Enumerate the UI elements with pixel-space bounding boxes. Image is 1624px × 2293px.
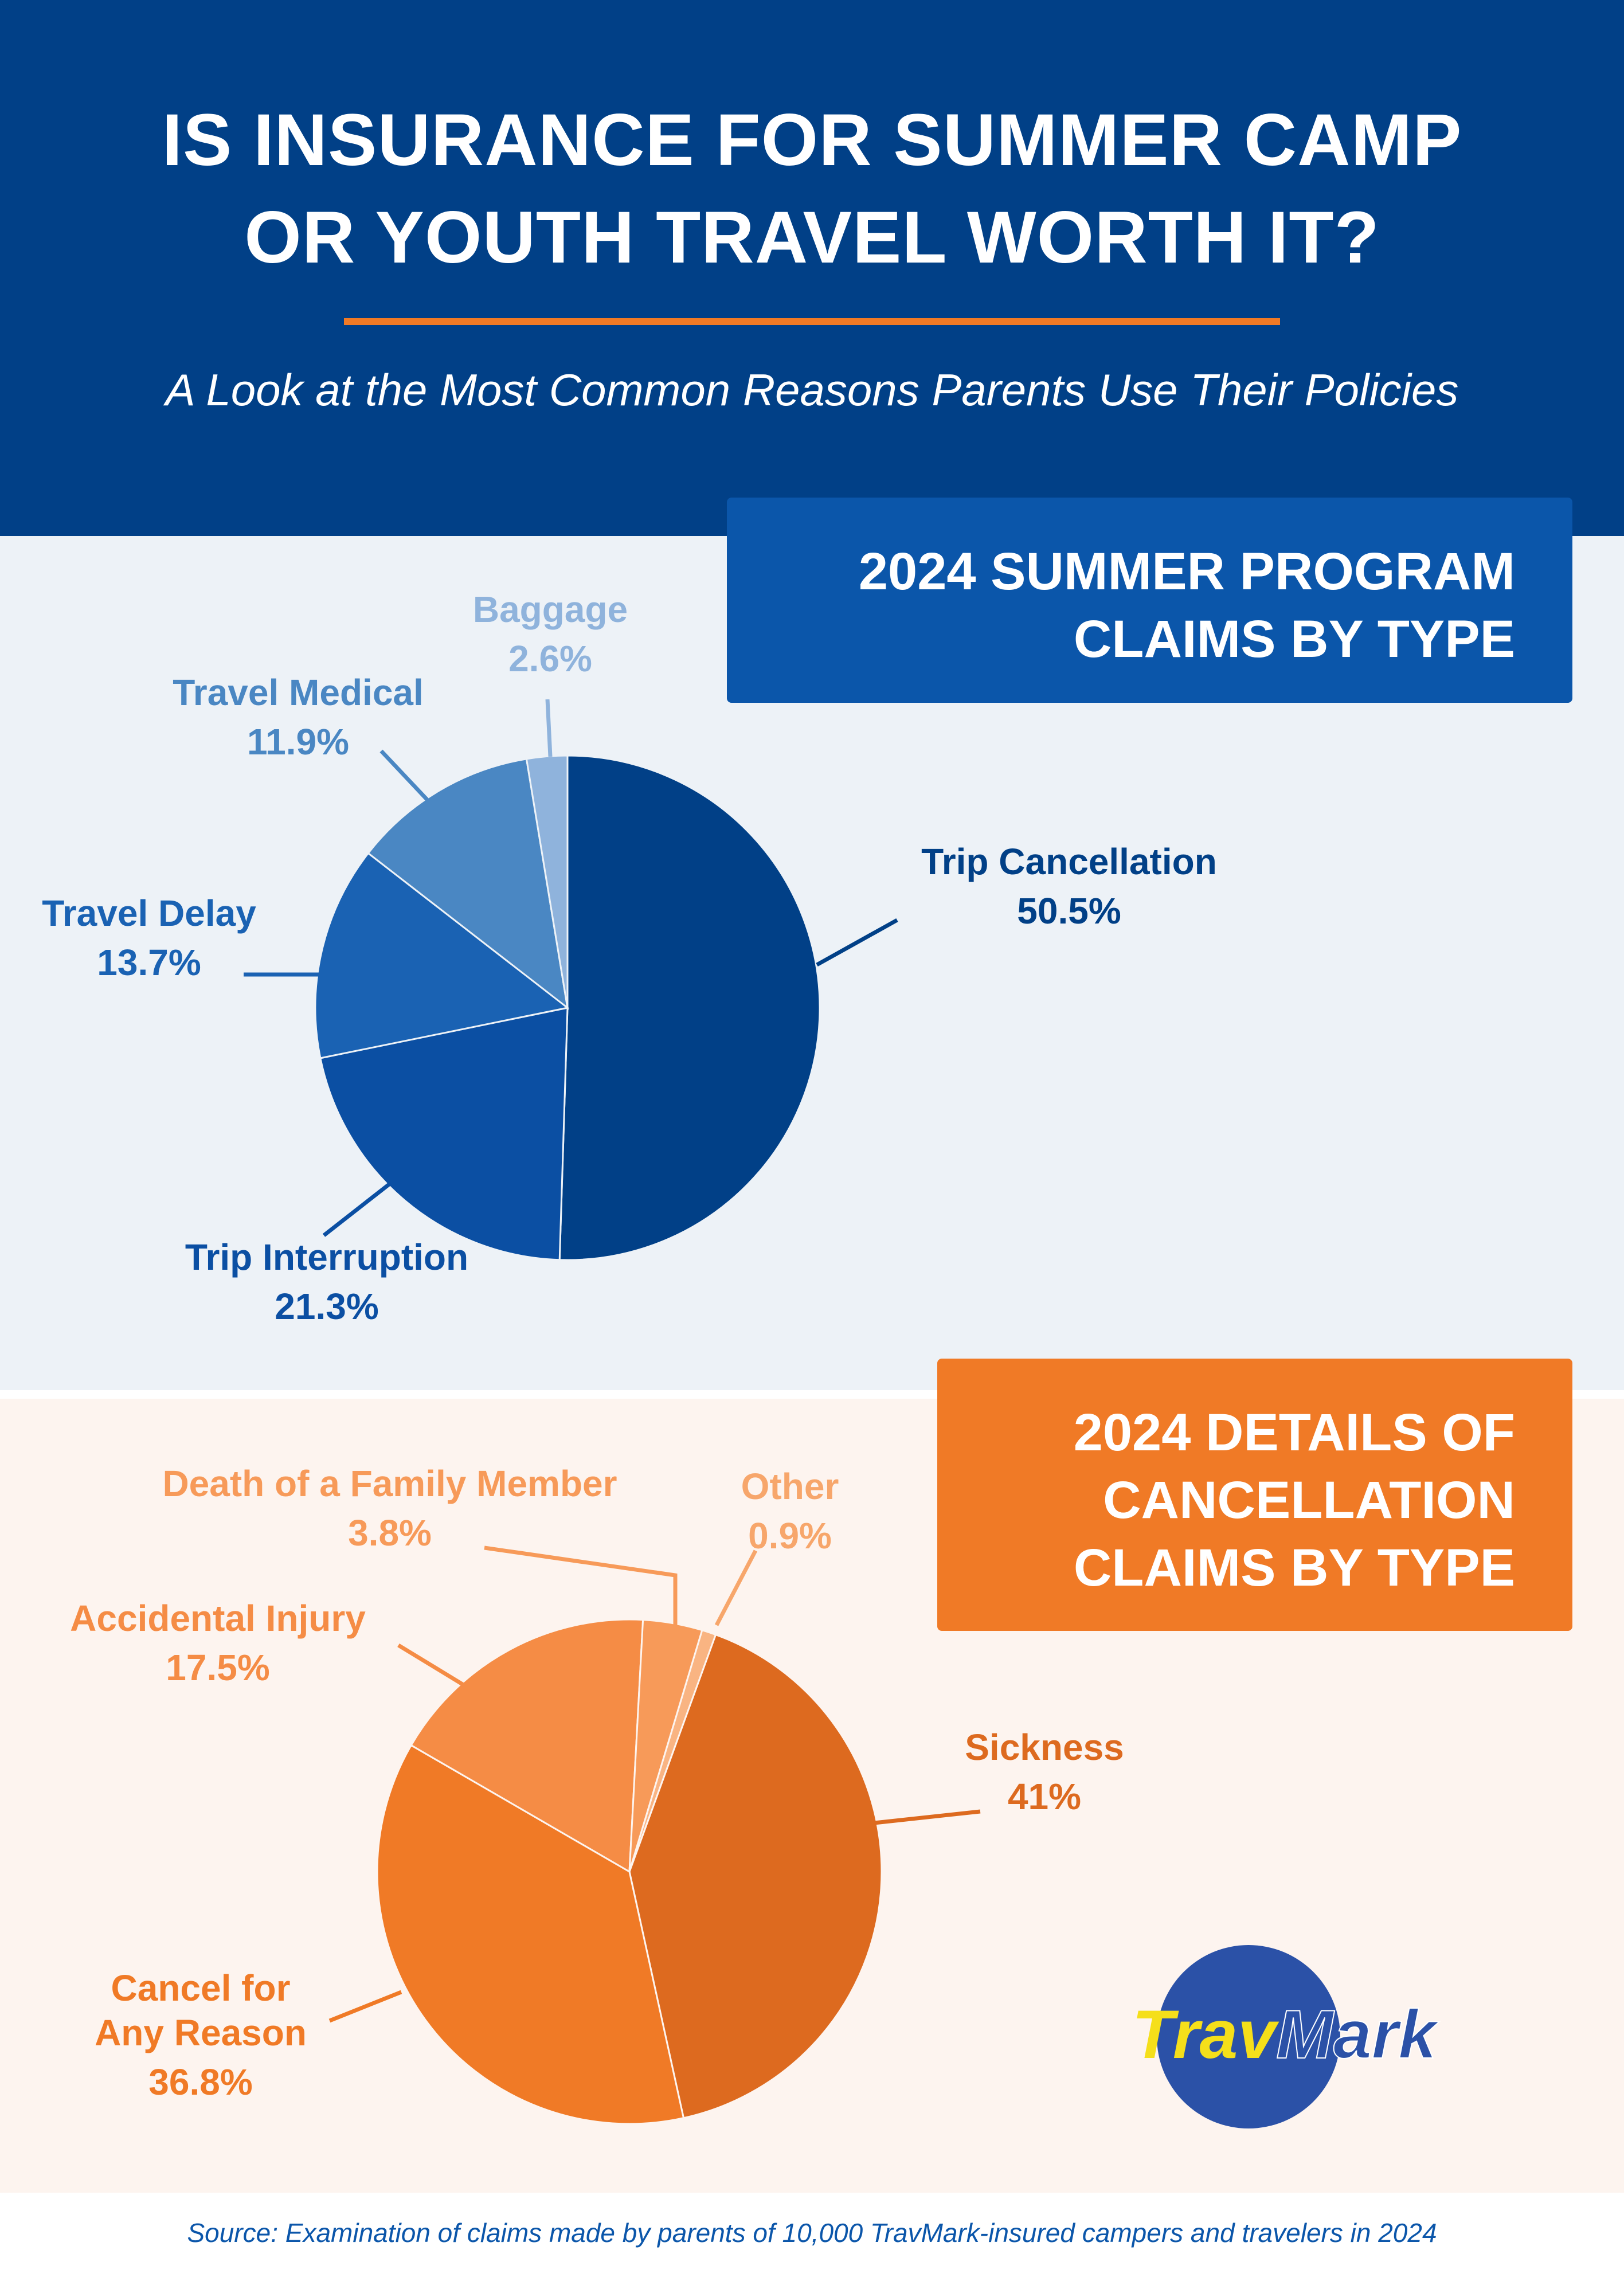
slice-value-baggage: 2.6% — [508, 638, 592, 679]
pie-slice-sickness — [628, 1633, 883, 2119]
slice-label-trip-cancellation: Trip Cancellation 50.5% — [921, 841, 1217, 932]
logo-circle — [1157, 1945, 1340, 2128]
slice-label-baggage: Baggage 2.6% — [473, 589, 628, 679]
slice-label-travel-medical: Travel Medical 11.9% — [173, 672, 424, 762]
claims-chart-title-panel: 2024 SUMMER PROGRAM CLAIMS BY TYPE — [727, 498, 1572, 703]
leader-line-other — [714, 1549, 758, 1626]
subtitle: A Look at the Most Common Reasons Parent… — [165, 365, 1459, 415]
slice-value-travel-delay: 13.7% — [97, 942, 201, 983]
slice-value-other: 0.9% — [748, 1515, 832, 1556]
cancel-title-line-3: CLAIMS BY TYPE — [1073, 1539, 1515, 1597]
pie-slice-accidental-injury — [410, 1618, 644, 1873]
claims-title-line-1: 2024 SUMMER PROGRAM — [858, 542, 1515, 601]
header-banner — [0, 0, 1624, 536]
pie-slice-baggage — [525, 754, 569, 1008]
leader-line-death-of-a-family-member — [484, 1545, 678, 1625]
pie-slice-travel-medical — [367, 758, 569, 1010]
pie-chart-2: Sickness 41% Cancel for Any Reason 36.8% Acci… — [70, 1463, 1124, 2125]
leader-line-trip-interruption — [322, 1182, 392, 1237]
pie-chart-1: Trip Cancellation 50.5% Trip Interruption 2… — [42, 589, 1217, 1327]
slice-label-death-of-a-family-member: Death of a Family Member 3.8% — [162, 1463, 617, 1554]
slice-value-accidental-injury: 17.5% — [166, 1647, 269, 1688]
slice-label-cancel-for-any-reason: Cancel for Any Reason 36.8% — [95, 1967, 307, 2103]
slice-value-trip-cancellation: 50.5% — [1017, 890, 1121, 932]
pie-slice-travel-delay — [314, 852, 570, 1059]
page-title: IS INSURANCE FOR SUMMER CAMP OR YOUTH TR… — [0, 92, 1624, 287]
pie-slice-trip-cancellation — [558, 754, 821, 1261]
slice-label-sickness: Sickness 41% — [965, 1727, 1124, 1817]
leader-line-cancel-for-any-reason — [328, 1990, 402, 2023]
cancellation-chart-title-panel: 2024 DETAILS OF CANCELLATION CLAIMS BY T… — [937, 1359, 1572, 1631]
claims-title-line-2: CLAIMS BY TYPE — [1073, 610, 1515, 668]
pie-slice-other — [628, 1629, 717, 1872]
cancel-title-line-1: 2024 DETAILS OF — [1073, 1403, 1515, 1462]
slice-label-trip-interruption: Trip Interruption 21.3% — [185, 1237, 468, 1327]
slice-value-death-of-a-family-member: 3.8% — [348, 1512, 432, 1554]
slice-label-accidental-injury: Accidental Injury 17.5% — [70, 1598, 366, 1688]
source-note: Source: Examination of claims made by pa… — [187, 2218, 1437, 2248]
title-line-2: OR YOUTH TRAVEL WORTH IT? — [244, 197, 1380, 279]
logo-text-mark: Mark — [1276, 1996, 1439, 2073]
title-line-1: IS INSURANCE FOR SUMMER CAMP — [162, 99, 1462, 181]
slice-value-sickness: 41% — [1008, 1776, 1081, 1817]
leader-line-sickness — [874, 1809, 981, 1825]
pie-slice-trip-interruption — [319, 1007, 569, 1261]
slice-value-travel-medical: 11.9% — [247, 721, 349, 762]
slice-label-other: Other 0.9% — [741, 1466, 839, 1556]
leader-line-accidental-injury — [397, 1644, 465, 1687]
slice-value-trip-interruption: 21.3% — [275, 1286, 378, 1327]
title-divider — [344, 318, 1280, 325]
slice-label-travel-delay: Travel Delay 13.7% — [42, 893, 256, 983]
logo-text-trav: Trav — [1132, 1996, 1280, 2073]
slice-value-cancel-for-any-reason: 36.8% — [148, 2061, 252, 2103]
leader-line-travel-medical — [379, 749, 431, 803]
pie-slice-cancel-for-any-reason — [376, 1744, 685, 2125]
cancel-title-line-2: CANCELLATION — [1103, 1471, 1515, 1529]
leader-line-trip-cancellation — [816, 918, 898, 967]
leader-line-baggage — [545, 699, 553, 757]
